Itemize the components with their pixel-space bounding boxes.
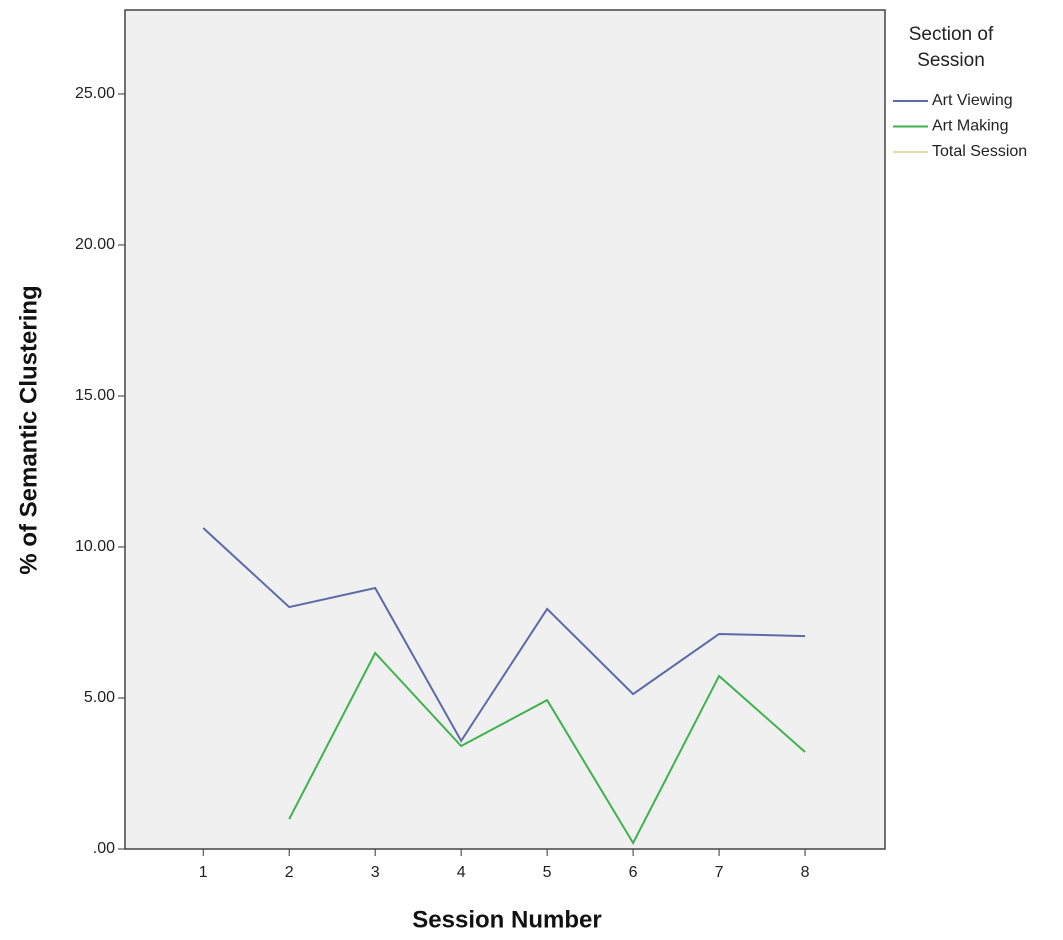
x-tick-label: 6 — [629, 864, 638, 881]
legend-label: Art Viewing — [932, 92, 1013, 109]
y-tick-label: 20.00 — [75, 236, 115, 253]
x-tick-label: 1 — [199, 864, 208, 881]
legend-title: Session — [917, 50, 985, 71]
y-tick-label: 25.00 — [75, 85, 115, 102]
plot-area — [125, 10, 885, 849]
y-axis-title: % of Semantic Clustering — [15, 285, 42, 574]
x-tick-label: 3 — [371, 864, 380, 881]
y-tick-label: 5.00 — [84, 689, 115, 706]
plot-border — [124, 9, 886, 850]
x-tick-label: 8 — [801, 864, 810, 881]
legend-title: Section of — [909, 24, 994, 45]
y-tick-label: 10.00 — [75, 538, 115, 555]
series-line — [288, 651, 806, 846]
legend-label: Total Session — [932, 143, 1027, 160]
legend-label: Art Making — [932, 118, 1008, 135]
y-tick-label: .00 — [93, 840, 115, 857]
x-tick-label: 4 — [457, 864, 466, 881]
x-tick-label: 7 — [715, 864, 724, 881]
y-tick-label: 15.00 — [75, 387, 115, 404]
x-tick-label: 2 — [285, 864, 294, 881]
x-axis-title: Session Number — [412, 906, 601, 933]
series-line — [202, 527, 806, 743]
x-tick-label: 5 — [543, 864, 552, 881]
